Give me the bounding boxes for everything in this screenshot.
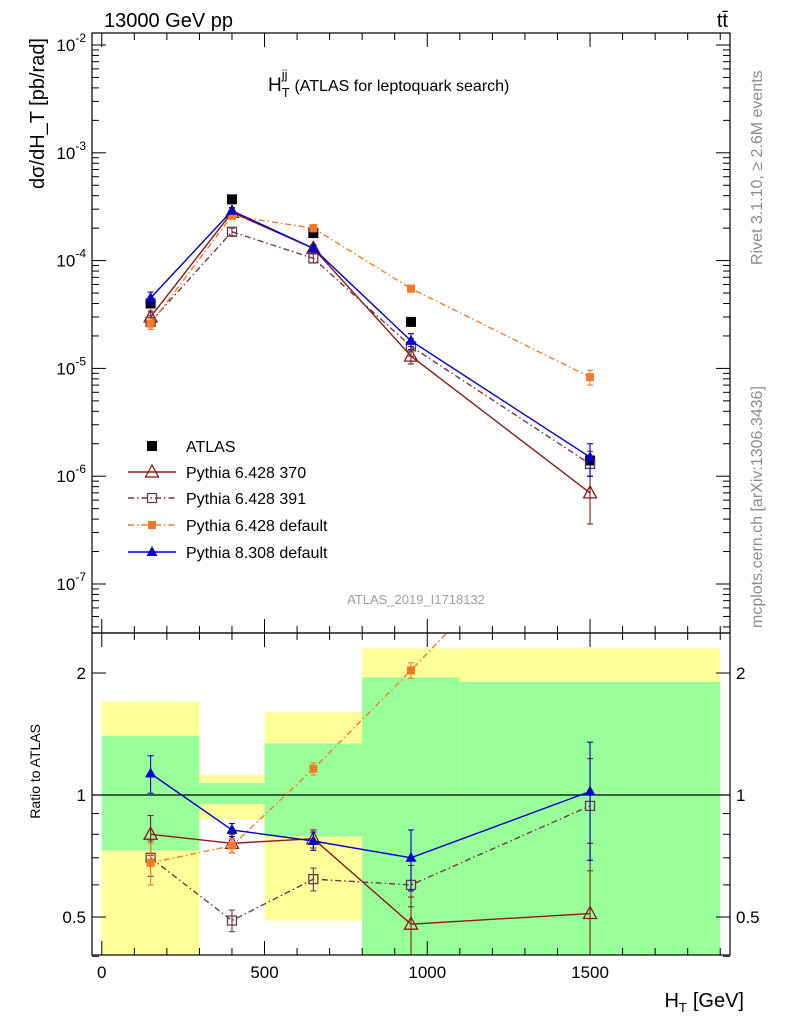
main-point-atlas — [406, 316, 416, 327]
x-axis-label-sub: T — [679, 1000, 687, 1015]
ratio-y-tick-label-left: 2 — [77, 664, 86, 683]
main-point-atlas — [226, 194, 237, 205]
ratio-point-p8def — [405, 851, 417, 862]
ratio-point-p8def — [145, 767, 157, 778]
legend-entry-p8def: Pythia 8.308 default — [128, 545, 328, 562]
legend-label: ATLAS — [186, 439, 236, 456]
main-point-p6def — [146, 319, 155, 328]
ratio-point-p370 — [403, 915, 419, 930]
legend-entry-p391: Pythia 6.428 391 — [128, 491, 306, 508]
main-y-tick-label: 10-2 — [56, 31, 86, 55]
main-panel-frame — [91, 32, 731, 634]
main-point-p8def — [584, 451, 596, 462]
x-tick-label: 1000 — [408, 963, 446, 982]
main-point-p8def — [307, 242, 319, 253]
main-point-p370 — [403, 347, 419, 362]
main-point-p391 — [226, 226, 238, 237]
chart-title: HTjj (ATLAS for leptoquark search) — [268, 67, 509, 100]
legend-label: Pythia 6.428 370 — [186, 465, 306, 482]
x-axis-label-main: H — [664, 990, 678, 1012]
legend-label: Pythia 8.308 default — [186, 545, 328, 562]
ratio-point-p8def — [226, 823, 238, 834]
analysis-watermark: ATLAS_2019_I1718132 — [347, 592, 485, 607]
chart-title-main: H — [268, 75, 282, 96]
band-inner — [264, 743, 363, 837]
main-point-p8def — [226, 204, 238, 215]
main-point-p6def — [586, 373, 595, 382]
x-axis-label: HT [GeV] — [664, 990, 744, 1015]
ratio-point-p6def — [309, 764, 318, 773]
ratio-point-p8def — [584, 785, 596, 796]
legend-entry-p370: Pythia 6.428 370 — [128, 463, 306, 482]
ratio-point-p370 — [582, 905, 598, 920]
chart-title-rest: (ATLAS for leptoquark search) — [294, 78, 509, 95]
x-tick-label: 0 — [97, 963, 106, 982]
main-y-tick-label: 10-5 — [56, 354, 86, 378]
main-point-p8def — [405, 334, 417, 345]
main-y-tick-label: 10-6 — [56, 462, 86, 486]
ratio-y-tick-label-right: 1 — [736, 786, 745, 805]
main-point-p370 — [582, 484, 598, 499]
ratio-point-p391 — [308, 873, 319, 885]
chart-title-sup: jj — [281, 67, 288, 82]
legend-entry-p6def: Pythia 6.428 default — [128, 518, 328, 535]
ratio-point-p6def — [227, 841, 236, 850]
main-line-p391 — [150, 230, 591, 465]
ratio-point-p370 — [143, 825, 159, 840]
legend-label: Pythia 6.428 default — [186, 518, 328, 535]
ratio-point-p391 — [226, 915, 238, 926]
main-point-p6def — [309, 224, 318, 233]
main-point-p6def — [407, 284, 415, 293]
x-tick-label: 500 — [250, 963, 278, 982]
ratio-y-tick-label-left: 1 — [77, 786, 86, 805]
ratio-panel-series — [143, 633, 598, 955]
legend-marker — [148, 521, 156, 529]
main-y-axis-label: dσ/dH_T [pb/rad] — [27, 38, 49, 189]
main-panel-series — [143, 194, 598, 525]
ratio-line-p6def — [150, 633, 448, 864]
main-line-p6def — [150, 215, 591, 378]
legend-marker — [146, 492, 158, 504]
legend-label: Pythia 6.428 391 — [186, 491, 306, 508]
main-y-tick-label: 10-7 — [56, 570, 86, 594]
main-point-atlas — [308, 228, 319, 239]
chart-title-sub: T — [282, 85, 290, 100]
mcplots-label: mcplots.cern.ch [arXiv:1306.3436] — [749, 386, 766, 628]
legend-entry-atlas: ATLAS — [147, 439, 236, 456]
main-y-tick-label: 10-3 — [56, 139, 86, 163]
axis-ticks: 10-7 10-6 10-5 10-4 10-3 10-2 0 500 1000 1500 0.5 0… — [56, 31, 759, 982]
legend-marker — [146, 546, 158, 556]
ratio-y-tick-label-left: 0.5 — [62, 908, 86, 927]
ratio-y-tick-label-right: 0.5 — [736, 908, 760, 927]
main-point-p8def — [145, 291, 157, 302]
main-point-p391 — [308, 253, 319, 264]
header-collision-label: 13000 GeV pp — [104, 10, 233, 32]
ratio-y-tick-label-right: 2 — [736, 664, 745, 683]
rivet-version-label: Rivet 3.1.10, ≥ 2.6M events — [749, 70, 766, 265]
main-point-p6def — [227, 211, 236, 220]
main-y-tick-label: 10-4 — [56, 247, 86, 271]
legend-marker — [144, 463, 160, 478]
band-inner — [199, 783, 265, 805]
ratio-point-p8def — [307, 835, 319, 846]
header-process-label: tt̄ — [717, 10, 729, 32]
legend: ATLAS Pythia 6.428 370 Pythia 6.428 391 Pyt… — [128, 439, 328, 562]
x-axis-label-rest: [GeV] — [693, 990, 744, 1012]
legend-marker — [147, 441, 157, 451]
ratio-point-p6def — [407, 666, 415, 675]
ratio-point-p6def — [146, 858, 155, 867]
x-tick-label: 1500 — [571, 963, 609, 982]
ratio-y-axis-label: Ratio to ATLAS — [27, 724, 43, 819]
